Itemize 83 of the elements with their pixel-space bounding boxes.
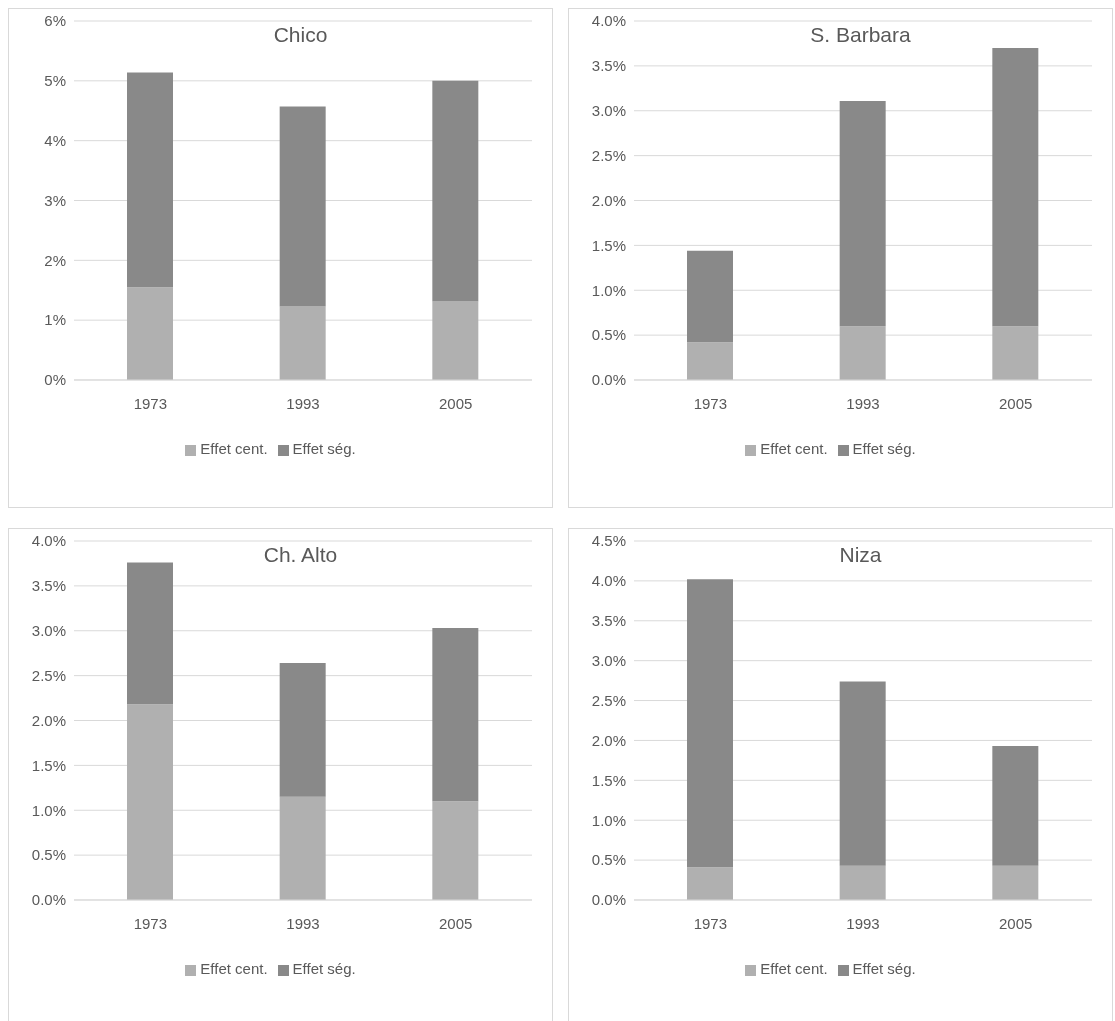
y-tick-label: 0.0% bbox=[591, 371, 626, 389]
legend-label: Effet ség. bbox=[292, 960, 356, 977]
legend-label: Effet ség. bbox=[852, 440, 916, 457]
y-tick-label: 4.0% bbox=[31, 532, 66, 550]
chart-title: Chico bbox=[273, 23, 328, 46]
x-tick-label: 1973 bbox=[693, 914, 728, 932]
x-tick-label: 1993 bbox=[286, 394, 320, 412]
x-tick-label: 1993 bbox=[286, 914, 320, 932]
bar bbox=[839, 326, 886, 380]
y-tick-label: 3.0% bbox=[591, 651, 626, 669]
y-tick-label: 1.5% bbox=[591, 771, 626, 789]
chart-title: Ch. Alto bbox=[263, 543, 338, 566]
chart-title: Niza bbox=[839, 543, 882, 566]
y-tick-label: 4.5% bbox=[591, 532, 626, 550]
y-tick-label: 1% bbox=[44, 311, 66, 329]
bar bbox=[127, 562, 173, 705]
y-tick-label: 4% bbox=[44, 131, 66, 149]
bar bbox=[279, 306, 326, 380]
y-tick-label: 2.0% bbox=[591, 731, 626, 749]
bar bbox=[432, 801, 479, 900]
bar bbox=[687, 579, 733, 868]
y-tick-label: 6% bbox=[44, 12, 66, 30]
y-tick-label: 2.0% bbox=[591, 191, 626, 209]
legend-label: Effet cent. bbox=[760, 440, 828, 457]
legend-label: Effet ség. bbox=[292, 440, 356, 457]
y-tick-label: 3.5% bbox=[591, 57, 626, 75]
y-tick-label: 0.0% bbox=[31, 891, 66, 909]
legend-label: Effet cent. bbox=[200, 440, 268, 457]
y-tick-label: 1.5% bbox=[31, 756, 66, 774]
chart-title: S. Barbara bbox=[810, 23, 911, 46]
y-tick-label: 3.5% bbox=[591, 612, 626, 630]
bar bbox=[432, 301, 479, 380]
bar bbox=[432, 628, 479, 802]
bar bbox=[992, 326, 1039, 380]
y-tick-label: 4.0% bbox=[591, 12, 626, 30]
y-tick-label: 0.0% bbox=[591, 891, 626, 909]
bar bbox=[687, 867, 733, 900]
y-tick-label: 1.0% bbox=[591, 811, 626, 829]
y-tick-label: 2% bbox=[44, 251, 66, 269]
bar bbox=[687, 342, 733, 380]
x-tick-label: 2005 bbox=[998, 914, 1033, 932]
bar bbox=[279, 663, 326, 797]
legend-label: Effet cent. bbox=[760, 960, 828, 977]
bar bbox=[992, 47, 1039, 327]
bar bbox=[687, 250, 733, 343]
x-tick-label: 1993 bbox=[846, 394, 880, 412]
bar bbox=[279, 106, 326, 307]
legend-label: Effet cent. bbox=[200, 960, 268, 977]
bar bbox=[839, 865, 886, 900]
bar bbox=[127, 72, 173, 288]
x-tick-label: 1973 bbox=[693, 394, 728, 412]
y-tick-label: 5% bbox=[44, 72, 66, 90]
y-tick-label: 0% bbox=[44, 371, 66, 389]
y-tick-label: 0.5% bbox=[31, 846, 66, 864]
legend-label: Effet ség. bbox=[852, 960, 916, 977]
x-tick-label: 1973 bbox=[133, 394, 168, 412]
x-tick-label: 2005 bbox=[998, 394, 1033, 412]
y-tick-label: 1.0% bbox=[31, 801, 66, 819]
y-tick-label: 0.5% bbox=[591, 326, 626, 344]
y-tick-label: 2.5% bbox=[591, 691, 626, 709]
x-tick-label: 2005 bbox=[438, 914, 473, 932]
bar bbox=[432, 80, 479, 302]
y-tick-label: 1.0% bbox=[591, 281, 626, 299]
bar bbox=[127, 704, 173, 900]
bar bbox=[992, 746, 1039, 866]
bar bbox=[839, 681, 886, 866]
bar bbox=[127, 287, 173, 380]
x-tick-label: 1993 bbox=[846, 914, 880, 932]
y-tick-label: 2.5% bbox=[31, 666, 66, 684]
bar bbox=[992, 865, 1039, 900]
bar bbox=[839, 100, 886, 327]
y-tick-label: 3% bbox=[44, 191, 66, 209]
y-tick-label: 2.5% bbox=[591, 146, 626, 164]
y-tick-label: 3.0% bbox=[591, 102, 626, 120]
bar bbox=[279, 796, 326, 900]
y-tick-label: 3.5% bbox=[31, 577, 66, 595]
y-tick-label: 1.5% bbox=[591, 236, 626, 254]
y-tick-label: 3.0% bbox=[31, 622, 66, 640]
x-tick-label: 2005 bbox=[438, 394, 473, 412]
y-tick-label: 2.0% bbox=[31, 711, 66, 729]
y-tick-label: 0.5% bbox=[591, 851, 626, 869]
x-tick-label: 1973 bbox=[133, 914, 168, 932]
y-tick-label: 4.0% bbox=[591, 572, 626, 590]
